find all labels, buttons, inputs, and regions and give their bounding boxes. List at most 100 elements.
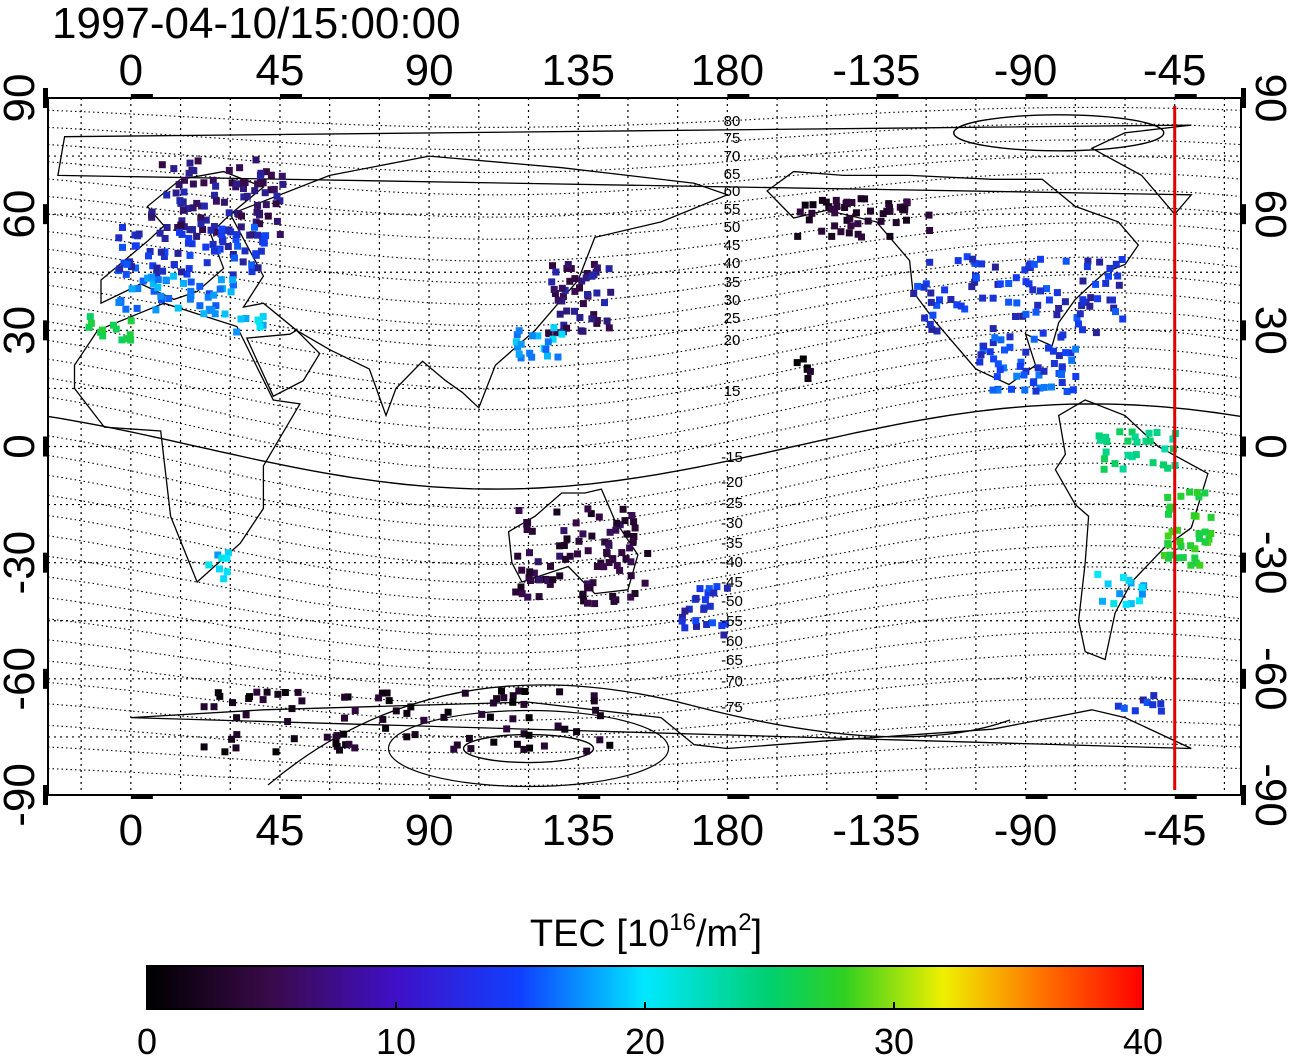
lat-lon-grid	[48, 98, 1241, 795]
tec-sample	[886, 232, 894, 240]
tec-sample	[165, 295, 173, 302]
tec-sample	[233, 180, 241, 188]
tec-sample	[1153, 429, 1161, 436]
tec-sample	[183, 270, 191, 278]
tec-sample	[623, 530, 631, 538]
tec-sample	[157, 248, 165, 256]
tec-sample	[831, 209, 839, 217]
frame-tick	[1241, 785, 1246, 805]
tec-sample	[927, 298, 935, 306]
tec-sample	[710, 589, 718, 597]
tec-sample	[596, 712, 604, 720]
tec-sample	[591, 600, 599, 608]
tec-sample	[256, 211, 263, 219]
tec-sample	[846, 214, 854, 222]
top-lon-tick-label: 180	[691, 46, 764, 95]
tec-sample	[274, 690, 282, 698]
frame-tick	[43, 88, 48, 108]
tec-sample	[1164, 464, 1172, 472]
tec-sample	[556, 542, 564, 550]
tec-sample	[883, 207, 891, 215]
tec-sample	[801, 201, 809, 209]
tec-sample	[618, 549, 626, 557]
tec-sample	[627, 593, 635, 601]
frame-tick	[429, 794, 452, 799]
tec-sample	[461, 689, 469, 697]
tec-sample	[119, 243, 126, 251]
tec-sample	[161, 235, 169, 242]
contour-label: -70	[721, 673, 743, 690]
tec-sample	[218, 225, 226, 233]
tec-sample	[886, 204, 893, 212]
tec-sample	[1043, 285, 1050, 293]
tec-sample	[1119, 315, 1127, 323]
tec-sample	[822, 198, 830, 206]
tec-sample	[845, 229, 853, 237]
tec-sample	[596, 736, 604, 744]
tec-sample	[627, 558, 635, 566]
tec-sample	[211, 191, 218, 199]
tec-sample	[1020, 371, 1028, 379]
tec-sample	[933, 301, 941, 309]
mag-lat-contour	[48, 720, 1241, 754]
tec-sample	[1131, 707, 1139, 715]
tec-sample	[392, 707, 400, 715]
tec-sample	[1146, 437, 1154, 445]
tec-sample	[806, 367, 814, 375]
tec-sample	[631, 524, 639, 532]
tec-sample	[242, 315, 250, 322]
contour-label: -20	[721, 474, 743, 491]
tec-sample	[407, 703, 415, 711]
tec-sample	[589, 579, 597, 587]
tec-sample	[579, 530, 587, 538]
tec-sample	[718, 622, 726, 630]
tec-sample	[486, 713, 494, 721]
tec-sample	[1025, 262, 1033, 270]
frame-tick	[43, 785, 48, 805]
tec-sample	[193, 199, 201, 207]
tec-sample	[514, 552, 522, 560]
tec-sample	[535, 576, 543, 584]
tec-sample	[276, 197, 284, 205]
tec-sample	[627, 572, 635, 580]
tec-sample	[861, 195, 869, 203]
tec-sample	[551, 290, 559, 297]
tec-sample	[1032, 387, 1040, 395]
tec-sample	[1076, 310, 1084, 318]
tec-sample	[127, 336, 135, 344]
tec-sample	[1036, 384, 1044, 392]
tec-sample	[345, 740, 353, 748]
tec-sample	[544, 577, 552, 585]
tec-sample	[115, 234, 123, 242]
tec-sample	[534, 332, 542, 340]
tec-sample	[256, 220, 264, 228]
tec-sample	[509, 715, 517, 723]
tec-sample	[178, 217, 186, 225]
tec-sample	[1164, 540, 1172, 548]
tec-sample	[178, 268, 185, 276]
tec-sample	[205, 305, 213, 313]
tec-sample	[549, 335, 557, 343]
tec-sample	[693, 622, 700, 630]
tec-sample	[202, 243, 210, 251]
tec-sample	[1006, 333, 1014, 341]
frame-tick	[43, 204, 48, 225]
tec-sample	[257, 247, 265, 255]
tec-sample	[187, 287, 195, 295]
tec-sample	[237, 315, 245, 323]
tec-sample	[513, 331, 521, 339]
tec-sample	[1030, 260, 1038, 268]
mag-lat-contour	[48, 106, 1241, 128]
frame-tick	[1241, 320, 1246, 341]
tec-sample	[234, 242, 242, 250]
tec-sample	[112, 325, 120, 333]
tec-sample	[1021, 266, 1029, 274]
tec-sample	[548, 278, 556, 286]
tec-sample	[420, 716, 428, 724]
tec-sample	[225, 209, 233, 217]
mag-lat-contour	[48, 346, 1241, 431]
tec-sample	[1109, 296, 1116, 304]
tec-sample	[259, 696, 267, 704]
tec-sample	[379, 715, 387, 723]
tec-sample	[1174, 554, 1182, 562]
